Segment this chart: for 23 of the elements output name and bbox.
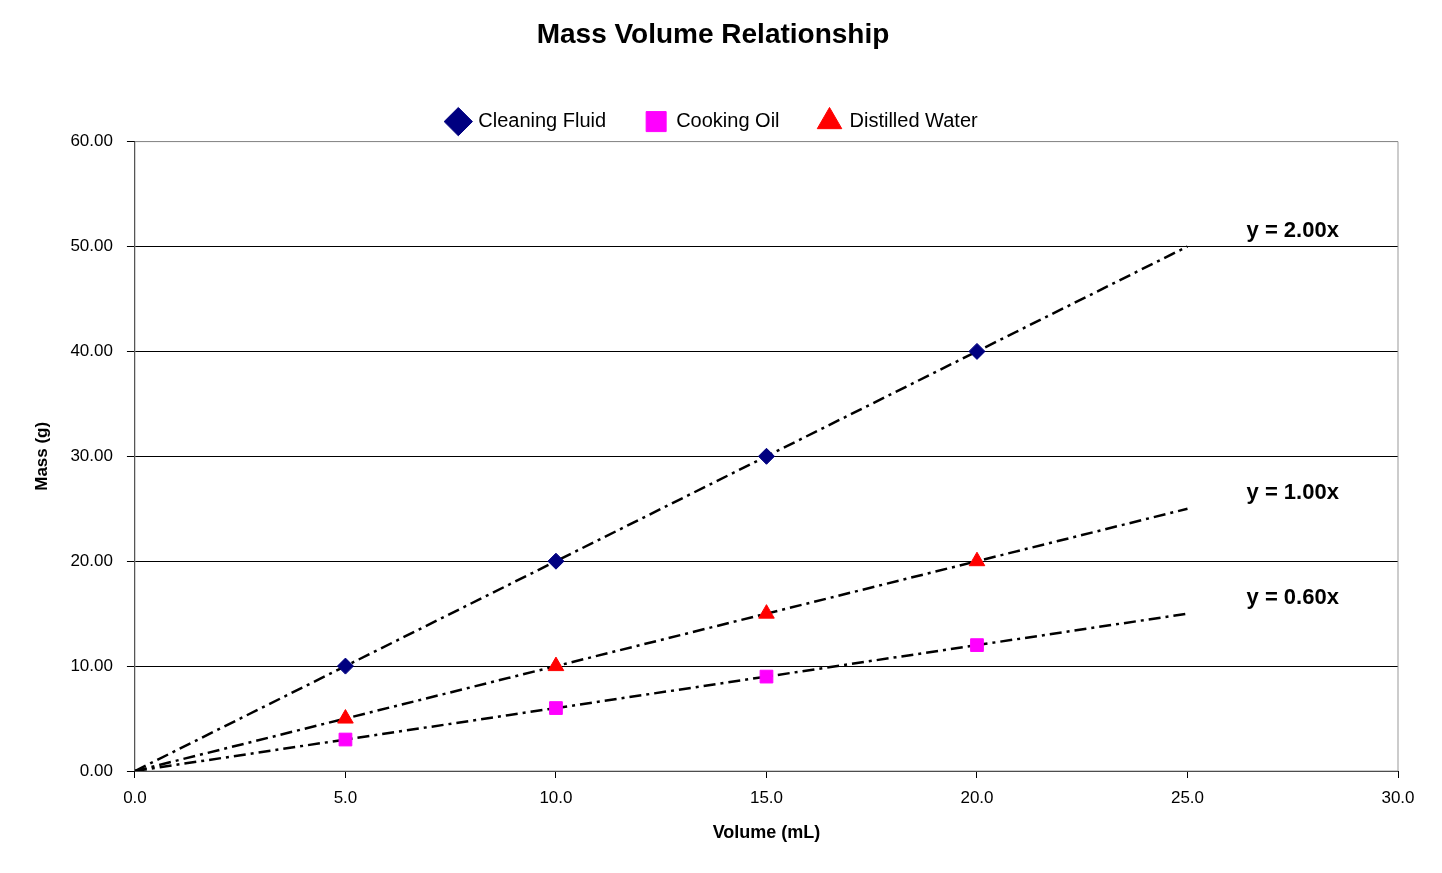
- annotation: y = 1.00x: [1246, 478, 1340, 504]
- x-tick-label: 15.0: [749, 787, 784, 807]
- y-tick-label: 30.00: [70, 445, 113, 465]
- x-tick-label: 0.0: [123, 787, 147, 807]
- x-tick-label: 30.0: [1381, 787, 1415, 807]
- annotation: y = 0.60x: [1246, 583, 1340, 609]
- x-axis-title: Volume (mL): [712, 822, 821, 843]
- chart-title: Mass Volume Relationship: [536, 17, 890, 49]
- y-tick-label: 50.00: [70, 236, 113, 256]
- y-tick-label: 40.00: [70, 341, 113, 361]
- y-tick-label: 60.00: [70, 131, 113, 151]
- annotation: y = 2.00x: [1246, 216, 1340, 242]
- y-axis-title: Mass (g): [31, 421, 51, 491]
- x-tick-label: 20.0: [960, 787, 994, 807]
- y-tick-label: 10.00: [70, 655, 113, 675]
- legend-label: Cleaning Fluid: [478, 109, 607, 132]
- y-tick-label: 0.00: [79, 760, 113, 780]
- legend-label: Distilled Water: [849, 109, 979, 132]
- y-tick-label: 20.00: [70, 550, 113, 570]
- x-tick-label: 10.0: [539, 787, 573, 807]
- x-tick-label: 25.0: [1170, 787, 1205, 807]
- x-tick-label: 5.0: [333, 787, 358, 807]
- legend-label: Cooking Oil: [676, 109, 780, 132]
